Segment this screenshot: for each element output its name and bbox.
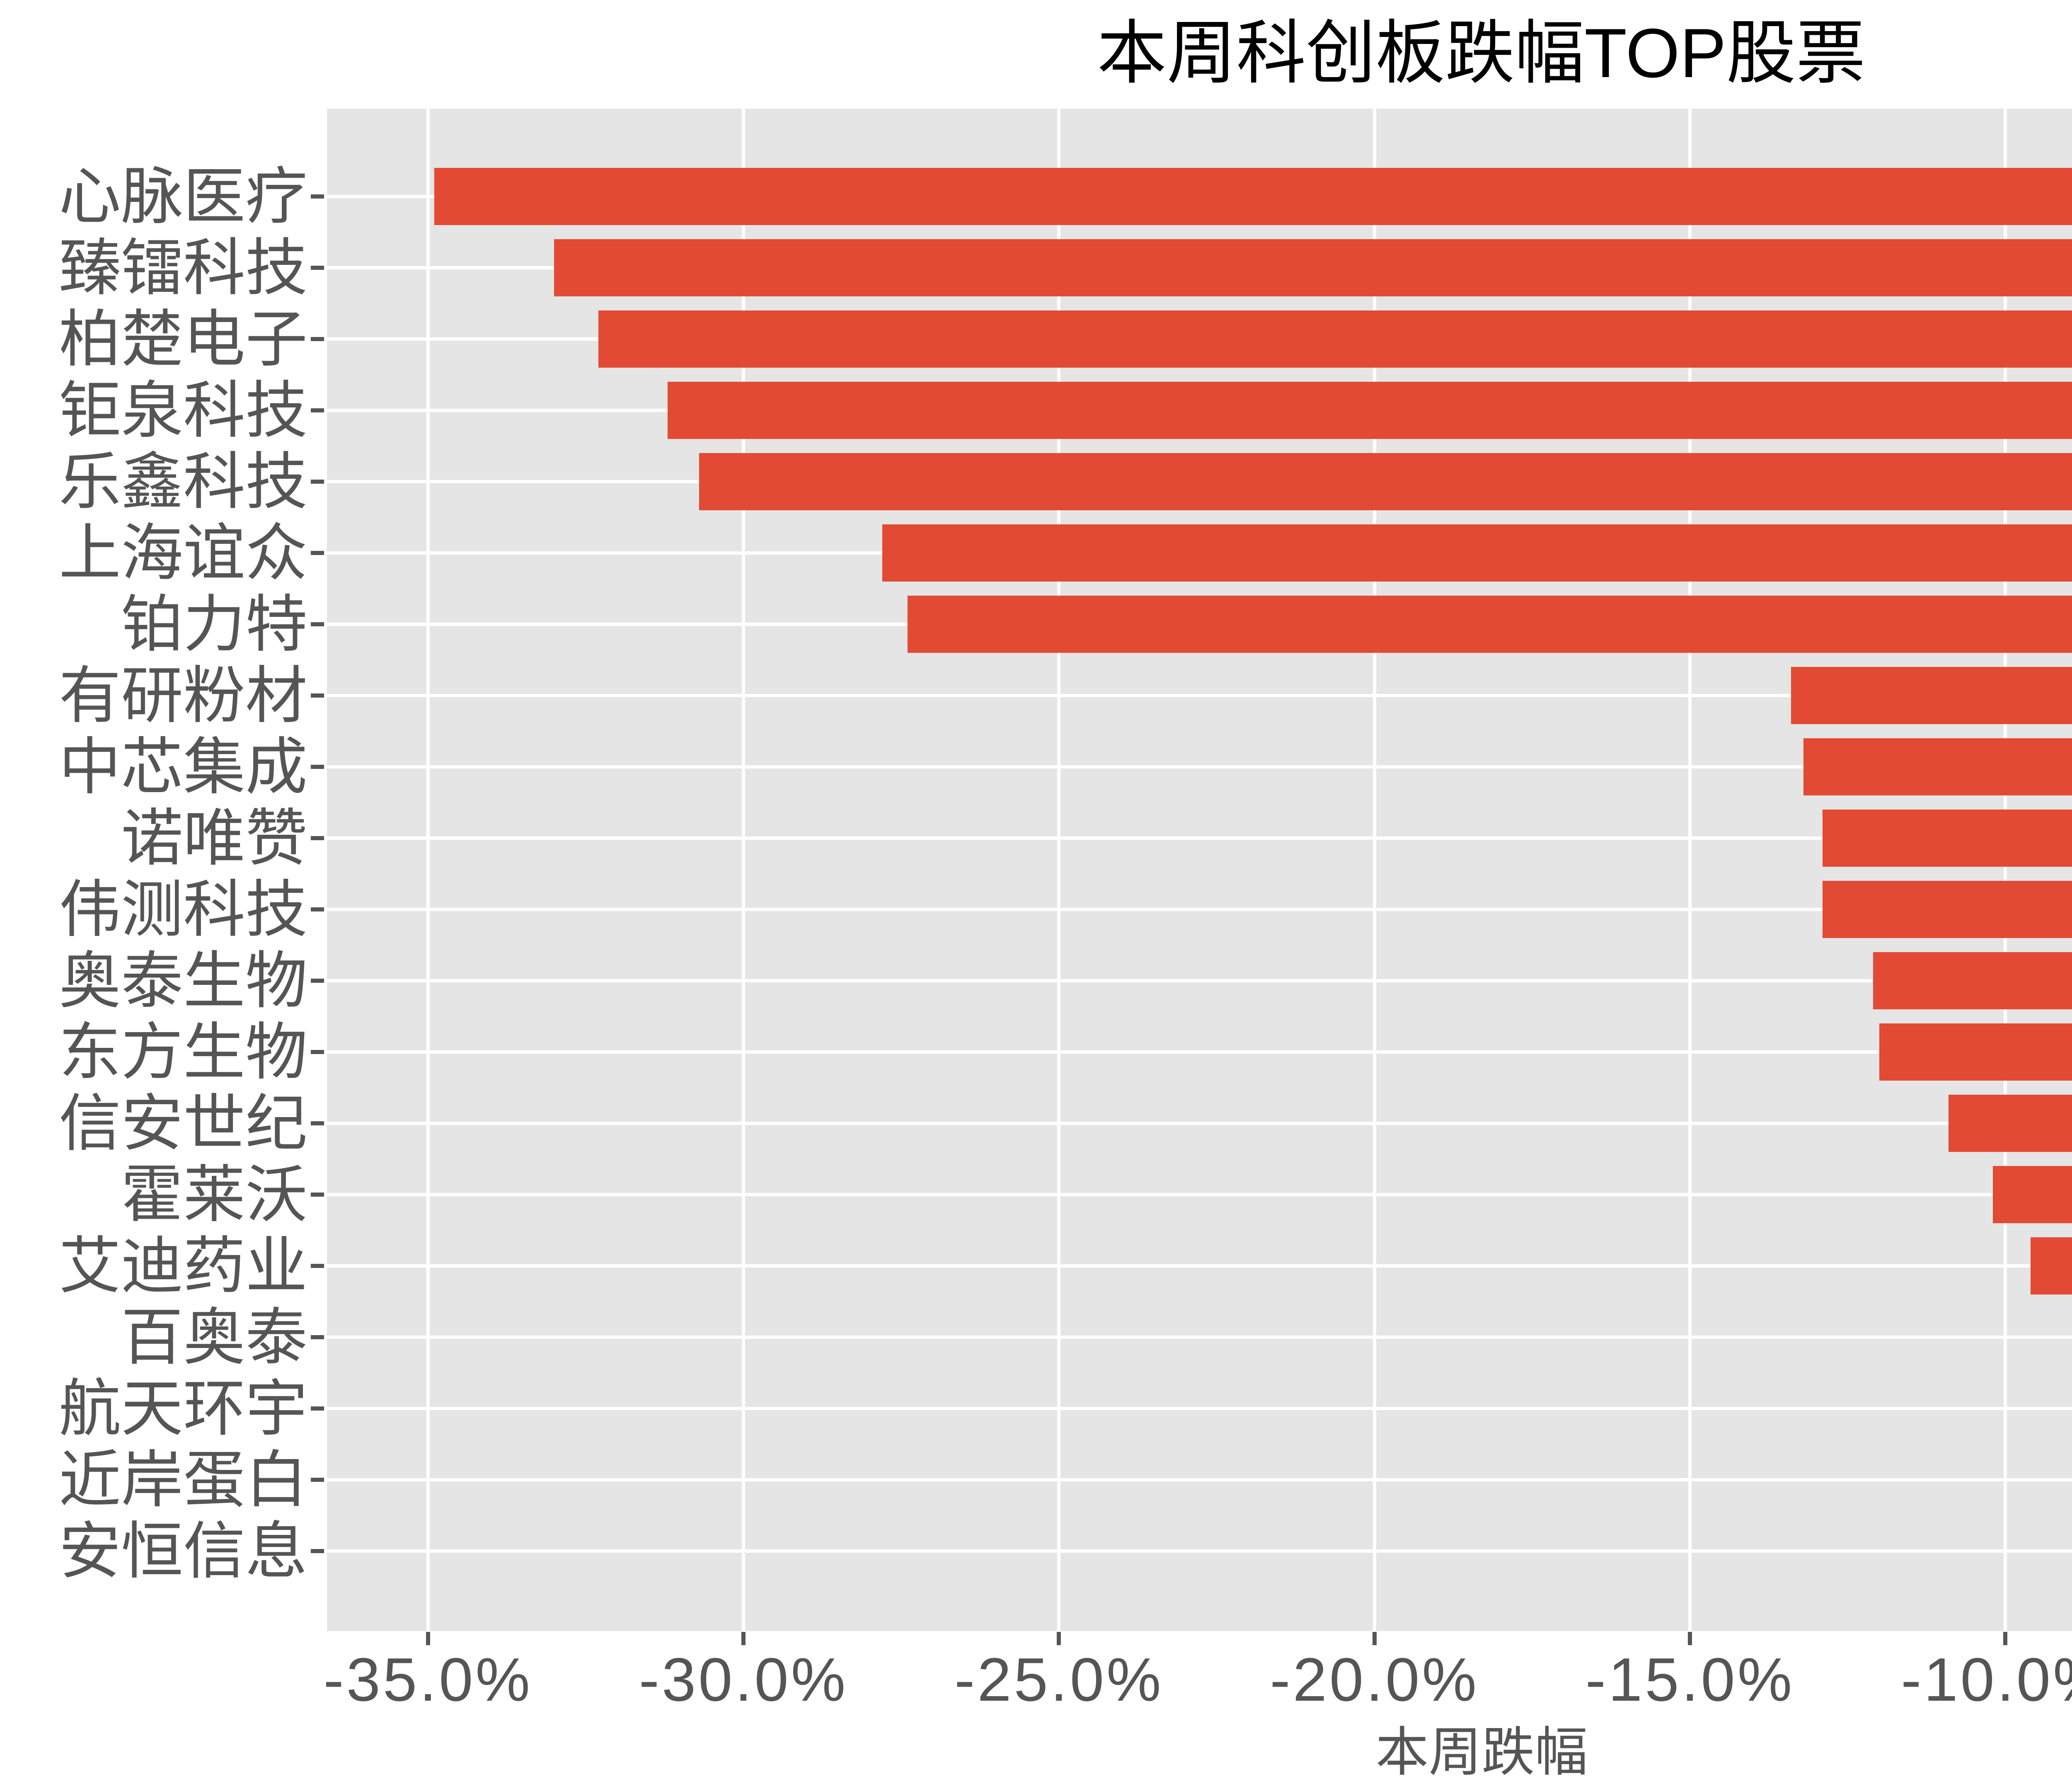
x-tick-mark [426,1632,430,1645]
y-gridline [327,694,2072,697]
bar-东方生物 [1879,1023,2072,1081]
x-tick-label: -10.0% [1901,1646,2072,1714]
y-tick-mark [311,1193,324,1197]
bar-伟测科技 [1822,881,2072,938]
x-gridline [1057,109,1061,1631]
bar-心脉医疗 [434,168,2072,225]
x-axis-label: 本周跌幅 [1375,1723,1588,1782]
y-tick-mark [311,1121,324,1125]
y-tick-mark [311,551,324,555]
y-gridline [327,1407,2072,1410]
y-tick-mark [311,1549,324,1553]
y-tick-mark [311,480,324,484]
bar-奥泰生物 [1873,952,2072,1009]
y-label-left: 艾迪药业 [58,1231,307,1301]
y-gridline [327,1050,2072,1054]
x-gridline [741,109,745,1631]
bar-诺唯赞 [1822,810,2072,867]
x-tick-mark [1372,1632,1377,1645]
y-gridline [327,979,2072,982]
y-label-left: 百奥泰 [121,1302,307,1372]
x-tick-label: -35.0% [323,1646,533,1714]
y-label-left: 中芯集成 [58,732,307,802]
y-tick-mark [311,622,324,626]
bar-霍莱沃 [1992,1166,2072,1223]
y-gridline [327,1122,2072,1125]
bar-艾迪药业 [2031,1237,2072,1294]
x-tick-mark [741,1632,746,1645]
y-label-left: 心脉医疗 [58,162,307,231]
y-label-left: 信安世纪 [58,1088,307,1158]
y-label-left: 柏楚电子 [58,304,307,374]
x-gridline [2004,109,2007,1631]
bar-柏楚电子 [598,310,2072,368]
y-label-left: 霍莱沃 [121,1160,307,1229]
x-tick-mark [2003,1632,2008,1645]
y-tick-mark [311,266,324,270]
bar-臻镭科技 [554,239,2072,296]
y-label-left: 铂力特 [121,589,307,659]
y-label-left: 伟测科技 [58,875,307,944]
bar-铂力特 [907,596,2072,653]
x-tick-mark [1057,1632,1061,1645]
y-tick-mark [311,836,324,840]
y-tick-mark [311,907,324,911]
y-label-left: 上海谊众 [58,518,307,588]
x-gridline [426,109,430,1631]
y-tick-mark [311,765,324,769]
y-tick-mark [311,337,324,341]
x-gridline [1372,109,1376,1631]
y-label-left: 钜泉科技 [58,376,307,445]
y-gridline [327,908,2072,911]
y-gridline [327,1549,2072,1553]
x-tick-mark [1687,1632,1692,1645]
y-tick-mark [311,1050,324,1054]
x-tick-label: -30.0% [639,1646,848,1714]
bar-有研粉材 [1791,667,2072,724]
y-gridline [327,836,2072,840]
y-gridline [327,1336,2072,1339]
x-gridline [1688,109,1692,1631]
y-label-left: 奥泰生物 [58,946,307,1016]
y-tick-mark [311,979,324,983]
y-label-left: 安恒信息 [58,1516,307,1586]
y-tick-mark [311,194,324,199]
y-label-left: 臻镭科技 [58,233,307,303]
plot-panel [327,109,2072,1631]
x-tick-label: -15.0% [1585,1646,1795,1714]
y-tick-mark [311,1406,324,1411]
y-tick-mark [311,693,324,698]
bar-中芯集成 [1803,738,2072,795]
y-tick-mark [311,408,324,412]
x-tick-label: -25.0% [954,1646,1164,1714]
bar-钜泉科技 [668,382,2072,439]
bar-信安世纪 [1949,1095,2072,1152]
y-tick-mark [311,1264,324,1268]
y-label-left: 诺唯赞 [121,803,307,873]
y-gridline [327,1478,2072,1481]
y-label-left: 近岸蛋白 [58,1445,307,1515]
y-gridline [327,765,2072,768]
bar-乐鑫科技 [699,453,2072,510]
y-gridline [327,1264,2072,1268]
y-gridline [327,1193,2072,1196]
y-label-left: 东方生物 [58,1017,307,1087]
y-tick-mark [311,1335,324,1339]
y-label-left: 有研粉材 [58,661,307,730]
y-label-left: 乐鑫科技 [58,447,307,516]
chart-title: 本周科创板跌幅TOP股票 [1097,14,1866,92]
bar-上海谊众 [882,524,2072,582]
y-tick-mark [311,1478,324,1482]
y-label-left: 航天环宇 [58,1374,307,1443]
x-tick-label: -20.0% [1270,1646,1479,1714]
